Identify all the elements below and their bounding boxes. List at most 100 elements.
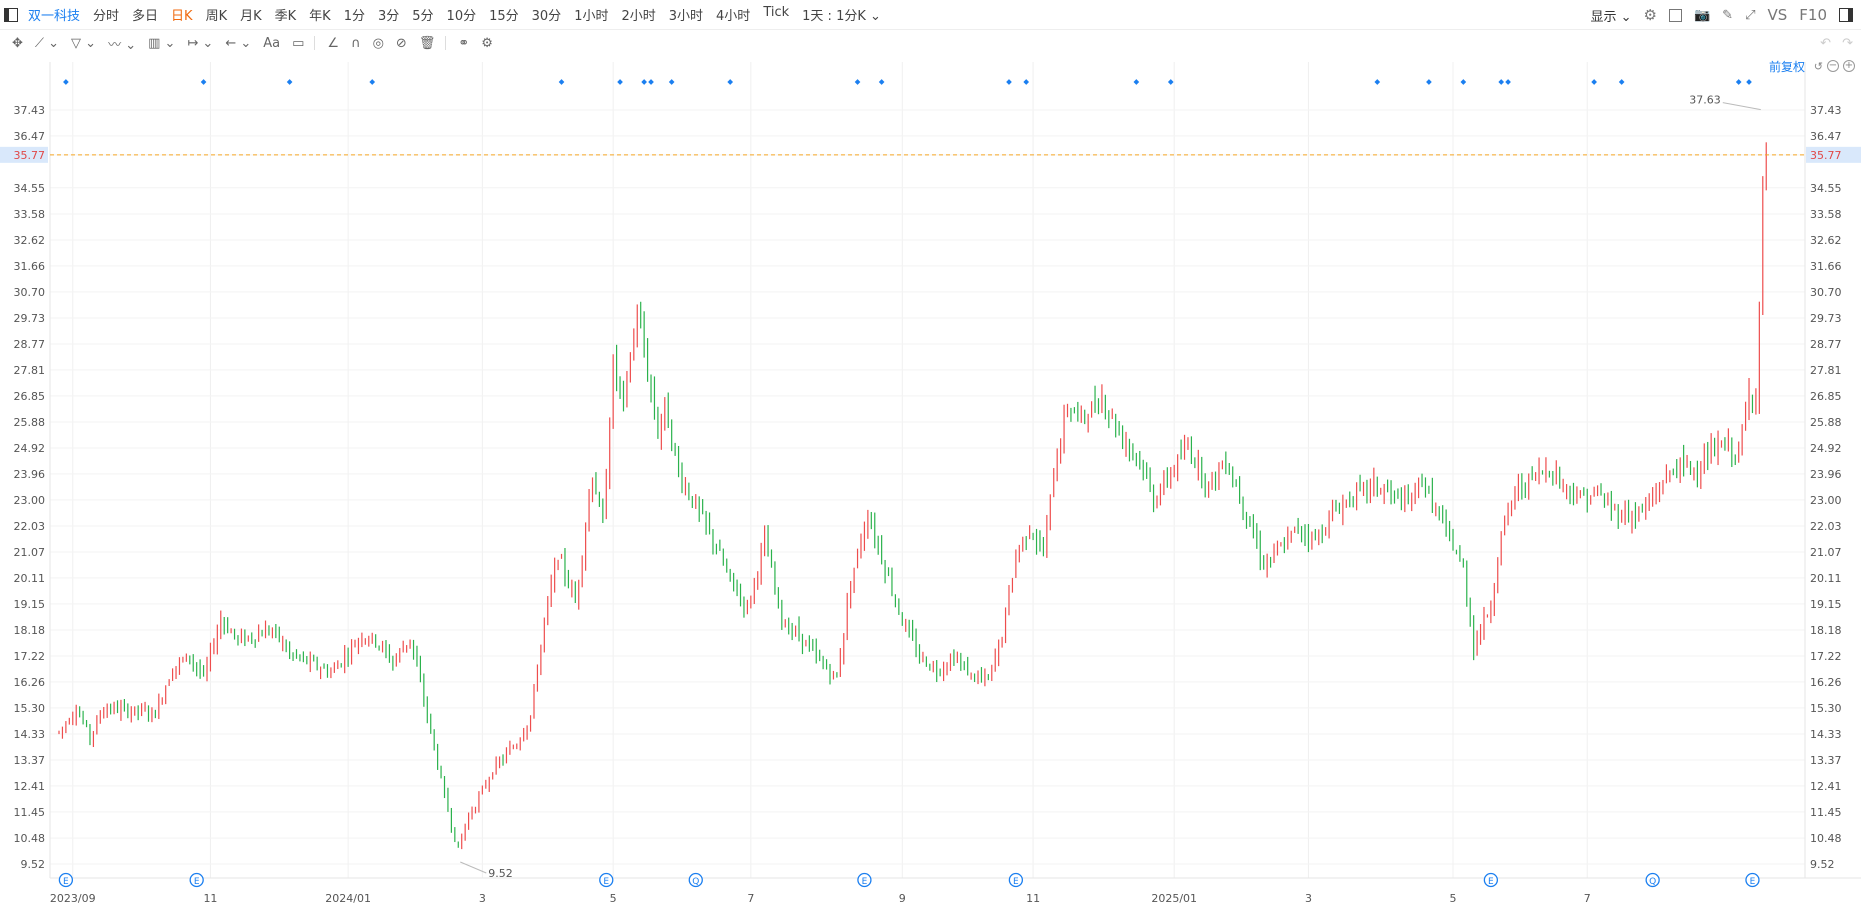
tab-timeframe[interactable]: 5分	[412, 9, 434, 24]
event-marker-icon	[189, 872, 204, 888]
tab-timeframe[interactable]: 10分	[446, 9, 477, 24]
tab-timeframe[interactable]: 月K	[240, 9, 262, 24]
tab-timeframe[interactable]: 季K	[274, 9, 297, 24]
settings-icon[interactable]: ⚙	[1643, 6, 1657, 24]
pen-icon[interactable]: ✎	[1722, 7, 1734, 23]
y-tick-label-left: 15.30	[14, 702, 46, 715]
vs-button[interactable]: VS	[1767, 6, 1788, 24]
channel-tool-icon[interactable]: ▽ ⌄	[71, 35, 97, 51]
tab-timeframe[interactable]: 30分	[531, 9, 562, 24]
event-marker-icon	[599, 872, 614, 888]
move-icon[interactable]: ✥	[12, 35, 23, 51]
tab-timeframe[interactable]: 日K	[171, 9, 193, 24]
y-tick-label-left: 37.43	[14, 104, 46, 117]
dot-marker	[1746, 79, 1752, 85]
event-marker-letter: Q	[692, 877, 699, 887]
current-price-tag-left	[0, 146, 48, 163]
measure-tool-icon[interactable]: ↦ ⌄	[187, 35, 214, 51]
event-marker-letter: E	[194, 877, 200, 887]
delete-icon[interactable]: 🗑	[418, 35, 436, 51]
dot-marker	[1023, 79, 1030, 85]
layout-select-icon[interactable]	[1668, 8, 1682, 22]
text-tool-icon[interactable]: Aa	[263, 35, 281, 51]
event-marker-letter: E	[603, 877, 609, 887]
y-tick-label-right: 15.30	[1810, 702, 1842, 715]
y-tick-label-left: 22.03	[14, 520, 46, 533]
dot-marker	[558, 79, 565, 85]
display-menu[interactable]: 显示 ⌄	[1590, 9, 1632, 25]
arrow-tool-icon[interactable]: ← ⌄	[225, 35, 252, 51]
event-marker-icon	[1745, 872, 1760, 888]
x-tick-label: 2023/09	[50, 892, 96, 905]
dot-marker	[854, 79, 861, 85]
sidebar-toggle-icon[interactable]	[4, 7, 18, 22]
zoom-controls: ↺ − +	[1814, 60, 1855, 73]
high-leader-line	[1722, 102, 1761, 111]
adjust-mode-button[interactable]: 前复权	[1768, 60, 1805, 74]
y-tick-label-right: 32.62	[1810, 234, 1842, 247]
undo-icon[interactable]: ↶	[1820, 35, 1831, 51]
y-tick-label-left: 34.55	[14, 182, 46, 195]
tab-timeframe[interactable]: 1分	[343, 9, 365, 24]
tab-timeframe[interactable]: Tick	[763, 5, 790, 20]
dot-marker	[727, 79, 734, 85]
right-panel-toggle-icon[interactable]	[1839, 8, 1853, 22]
y-tick-label-right: 27.81	[1810, 364, 1842, 377]
high-price-label: 37.63	[1689, 94, 1721, 107]
chevron-down-icon: ⌄	[870, 9, 881, 24]
dot-marker	[1426, 79, 1432, 85]
y-tick-label-left: 24.92	[14, 442, 46, 455]
tab-timeframe[interactable]: 3小时	[668, 9, 704, 24]
hide-icon[interactable]: ⊘	[395, 35, 407, 51]
camera-icon[interactable]: 📷	[1693, 7, 1711, 23]
stock-name[interactable]: 双一科技	[28, 9, 81, 24]
y-tick-label-left: 20.11	[14, 572, 46, 585]
y-tick-label-right: 36.47	[1810, 130, 1842, 143]
angle-tool-icon[interactable]: ∠	[327, 35, 340, 51]
current-price-label-right: 35.77	[1810, 149, 1842, 162]
drawing-settings-icon[interactable]: ⚙	[481, 35, 493, 51]
f10-button[interactable]: F10	[1799, 6, 1827, 24]
tab-timeframe[interactable]: 年K	[309, 9, 331, 24]
y-tick-label-left: 25.88	[14, 416, 46, 429]
zoom-in-icon[interactable]: +	[1843, 60, 1855, 72]
current-price-label-left: 35.77	[14, 149, 46, 162]
line-tool-icon[interactable]: ⟋ ⌄	[34, 35, 60, 51]
event-marker-icon	[1008, 872, 1024, 888]
lock-icon[interactable]: ◎	[372, 35, 384, 51]
fullscreen-icon[interactable]: ⤢	[1745, 7, 1756, 23]
timeframe-list: 分时 多日 日K 周K 月K 季K 年K 1分 3分 5分 10分 15分 30分 1小时 2小时 3小时 4小…	[80, 5, 789, 24]
tab-timeframe[interactable]: 15分	[489, 9, 519, 24]
tab-timeframe[interactable]: 4小时	[716, 9, 751, 24]
tab-timeframe[interactable]: 3分	[377, 9, 400, 24]
redo-icon[interactable]: ↷	[1842, 35, 1853, 51]
pattern-tool-icon[interactable]: ▥ ⌄	[148, 35, 176, 51]
reset-icon[interactable]: ↺	[1813, 60, 1823, 73]
zoom-out-icon[interactable]: −	[1827, 60, 1839, 72]
link-icon[interactable]: ⚭	[458, 35, 470, 51]
tab-timeframe[interactable]: 多日	[132, 9, 159, 24]
y-tick-label-right: 30.70	[1810, 286, 1842, 299]
period-select[interactable]: 1天 : 1分K ⌄	[802, 9, 881, 24]
tab-timeframe[interactable]: 分时	[93, 9, 120, 24]
comment-tool-icon[interactable]: ▭	[292, 35, 305, 51]
y-tick-label-right: 26.85	[1810, 390, 1842, 403]
wave-tool-icon[interactable]: 〰 ⌄	[108, 37, 137, 53]
tab-timeframe[interactable]: 周K	[205, 9, 228, 24]
x-tick-label: 11	[203, 892, 217, 905]
current-price-tag-right	[1806, 146, 1861, 163]
y-tick-label-right: 17.22	[1810, 650, 1842, 663]
y-tick-label-right: 21.07	[1810, 546, 1842, 559]
x-tick-label: 3	[479, 892, 486, 905]
magnet-icon[interactable]: ∩	[351, 35, 361, 51]
tab-timeframe[interactable]: 2小时	[621, 9, 656, 24]
x-tick-label: 5	[610, 892, 617, 905]
y-tick-label-left: 32.62	[14, 234, 46, 247]
tab-timeframe[interactable]: 1小时	[574, 9, 609, 24]
event-marker-letter: E	[1488, 877, 1494, 887]
dot-marker	[878, 79, 885, 85]
y-tick-label-left: 19.15	[14, 598, 46, 611]
x-tick-label: 2025/01	[1151, 892, 1197, 905]
low-leader-line	[460, 861, 487, 874]
